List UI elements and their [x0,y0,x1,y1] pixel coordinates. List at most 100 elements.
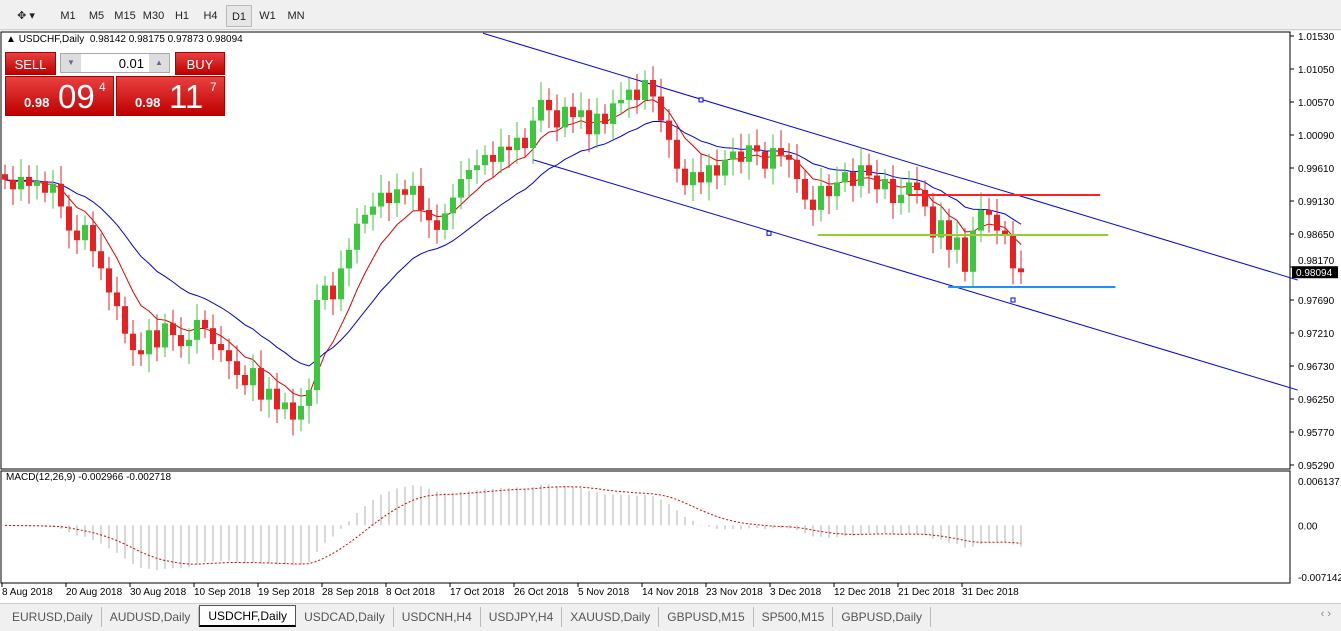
price-axis-label: 0.95770 [1298,428,1335,439]
date-axis-label: 10 Sep 2018 [194,587,251,598]
tab-eurusd-daily[interactable]: EURUSD,Daily [4,607,102,627]
macd-axis-label: 0.00 [1298,521,1318,532]
timeframe-m5[interactable]: M5 [88,10,105,22]
candle-body [922,190,928,207]
candle-body [1010,234,1016,269]
tab-gbpusd-m15[interactable]: GBPUSD,M15 [659,607,754,627]
candle-body [1002,230,1008,235]
candle-body [842,172,848,183]
candle-body [682,168,688,186]
timeframe-m30[interactable]: M30 [142,10,165,22]
lot-size-field[interactable]: ▼ 0.01 ▲ [60,53,170,73]
timeframe-h1[interactable]: H1 [174,10,190,22]
symbol-label: USDCHF,Daily [18,34,85,45]
candle-body [378,192,384,207]
price-axis-label: 0.97210 [1298,329,1335,340]
candle-body [18,176,24,190]
candle-body [434,220,440,230]
candle-body [994,214,1000,231]
candle-body [538,99,544,121]
candle-body [634,89,640,100]
candle-body [810,199,816,210]
chart-window[interactable]: 1.01530 1.01050 1.00570 1.00090 0.99610 0.991… [0,31,1341,603]
tab-audusd-daily[interactable]: AUDUSD,Daily [102,607,200,627]
candle-body [602,113,608,124]
tab-sp500-m15[interactable]: SP500,M15 [754,607,834,627]
candle-body [498,146,504,162]
sell-price-button[interactable]: 0.98 09 4 [5,76,114,116]
ohlc-values: 0.98142 0.98175 0.97873 0.98094 [89,34,243,45]
sell-button[interactable]: SELL [5,52,56,75]
tab-usdcad-daily[interactable]: USDCAD,Daily [296,607,394,627]
candle-body [858,165,864,186]
buy-button[interactable]: BUY [175,52,225,75]
candle-body [954,237,960,250]
candle-body [202,319,208,329]
timeframe-d1[interactable]: D1 [226,5,252,27]
candle-body [410,185,416,195]
candle-body [10,179,16,190]
date-axis-label: 3 Dec 2018 [770,587,822,598]
timeframe-h4[interactable]: H4 [203,10,218,22]
candle-body [658,96,664,121]
timeframe-mn[interactable]: MN [287,10,305,22]
trend-channel-line [482,32,1298,281]
candle-body [226,350,232,362]
candle-body [42,181,48,193]
candle-body [642,80,648,100]
tab-gbpusd-daily[interactable]: GBPUSD,Daily [833,607,932,627]
candle-body [314,300,320,391]
tab-usdcnh-h4[interactable]: USDCNH,H4 [394,607,481,627]
candle-body [874,175,880,190]
tab-scroll-arrows-icon[interactable]: ‹ › [1320,608,1331,620]
date-axis-label: 14 Nov 2018 [642,587,699,598]
timeframe-m1[interactable]: M1 [60,10,76,22]
price-axis-label: 0.98170 [1298,256,1335,267]
candle-body [194,319,200,340]
candle-body [450,197,456,214]
candle-body [218,344,224,351]
collapse-triangle-icon[interactable]: ▲ [6,34,16,45]
candle-body [938,220,944,238]
chart-canvas[interactable]: 1.01530 1.01050 1.00570 1.00090 0.99610 0.991… [0,31,1341,603]
candle-body [666,120,672,140]
candle-body [522,137,528,149]
tab-usdchf-daily[interactable]: USDCHF,Daily [199,605,297,627]
date-axis-label: 19 Sep 2018 [258,587,315,598]
candle-body [714,165,720,176]
buy-price-button[interactable]: 0.98 11 7 [116,76,225,116]
decrease-lot-icon[interactable]: ▼ [61,54,81,72]
candle-body [274,388,280,410]
candle-body [474,165,480,171]
candle-body [962,237,968,272]
candle-body [362,214,368,224]
increase-lot-icon[interactable]: ▲ [149,54,169,72]
candle-body [242,374,248,386]
timeframe-m15[interactable]: M15 [114,10,136,22]
candle-body [386,192,392,204]
lot-value[interactable]: 0.01 [118,56,144,71]
timeframe-w1[interactable]: W1 [259,10,276,22]
candle-body [282,402,288,410]
date-axis-label: 28 Sep 2018 [322,587,379,598]
candle-body [898,194,904,204]
candle-body [74,230,80,241]
date-axis-label: 31 Dec 2018 [962,587,1019,598]
candle-body [90,225,96,252]
macd-axis-label: 0.006137 [1298,477,1340,488]
tab-usdjpy-h4[interactable]: USDJPY,H4 [481,607,563,627]
one-click-trading-panel: SELL ▼ 0.01 ▲ BUY 0.98 09 4 0.98 11 7 [5,52,225,116]
candle-body [66,206,72,231]
candle-body [850,172,856,186]
candle-body [458,179,464,198]
macd-signal-line [4,486,1022,565]
candle-body [730,151,736,160]
candle-body [554,110,560,128]
line-tools-icon[interactable]: ✥ ▾ [17,10,35,22]
candle-body [98,251,104,269]
tab-xauusd-daily[interactable]: XAUUSD,Daily [562,607,660,627]
candle-body [130,333,136,351]
candle-body [490,154,496,162]
trend-channel-line [532,159,1298,391]
candle-body [394,189,400,204]
